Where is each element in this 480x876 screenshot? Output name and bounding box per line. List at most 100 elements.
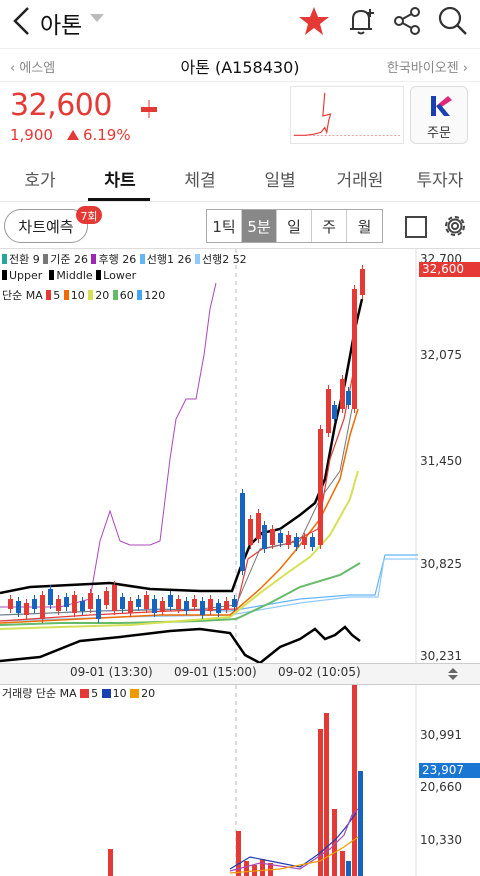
tab-daily[interactable]: 일별	[264, 171, 296, 191]
base-line	[0, 408, 353, 616]
back-icon[interactable]	[6, 4, 36, 38]
legend-item: 기준 26	[50, 253, 88, 266]
legend-item: 5	[53, 289, 61, 302]
search-icon[interactable]	[436, 4, 470, 38]
legend-item: 후행 26	[98, 253, 137, 266]
tab-trades[interactable]: 체결	[184, 171, 216, 191]
current-price: 32,600	[10, 88, 112, 123]
candle	[224, 601, 229, 609]
legend-swatch	[80, 689, 90, 698]
legend-swatch	[112, 290, 118, 300]
prev-stock-link[interactable]: ‹ 에스엠	[10, 61, 56, 76]
legend-swatch	[101, 689, 111, 698]
candle	[318, 429, 323, 545]
legend-prefix: 거래량 단순 MA	[2, 687, 77, 700]
y-tick-label: 32,075	[420, 348, 462, 362]
candle	[256, 513, 261, 539]
tab-investors[interactable]: 투자자	[416, 171, 464, 191]
period-week[interactable]: 주	[312, 210, 347, 242]
candle	[332, 405, 337, 419]
legend-swatch	[2, 270, 7, 280]
legend-item: Middle	[56, 269, 93, 282]
volume-legend: 거래량 단순 MA 5 10 20	[2, 685, 155, 701]
candle	[208, 599, 213, 611]
volume-bar	[332, 809, 337, 876]
chart-controls: 차트예측 7회 1틱 5분 일 주 월	[0, 206, 480, 246]
y-tick-label: 30,825	[420, 557, 462, 571]
x-tick-label: 09-01 (13:30)	[70, 665, 153, 679]
share-icon[interactable]	[390, 4, 424, 38]
prev-stock-label: 에스엠	[19, 61, 56, 76]
lagging-span-line	[0, 282, 217, 608]
chart-area[interactable]: 전환 9 기준 26 후행 26 선행1 26 선행2 52 Upper Mid…	[0, 248, 480, 876]
legend-swatch	[130, 689, 140, 698]
legend-item: Lower	[103, 269, 137, 282]
k-logo-icon	[431, 96, 452, 116]
current-volume-tag: 23,907	[419, 763, 480, 778]
candle	[340, 379, 345, 409]
candle	[96, 599, 101, 619]
volume-bar	[108, 849, 113, 876]
candle	[184, 601, 189, 611]
legend-swatch	[139, 254, 145, 264]
panel-divider[interactable]	[0, 663, 480, 685]
legend-item: Upper	[9, 269, 43, 282]
sparkline-chart[interactable]	[290, 86, 404, 144]
candle	[262, 525, 267, 549]
candle	[32, 599, 37, 609]
volume-bar	[244, 861, 249, 876]
top-bar: 아톤	[0, 0, 480, 44]
legend-swatch	[91, 254, 97, 264]
bell-plus-icon[interactable]	[345, 4, 379, 38]
tab-chart[interactable]: 차트	[104, 171, 136, 191]
ma10-line	[0, 408, 359, 624]
star-icon[interactable]	[297, 4, 331, 38]
ma60-line	[0, 562, 361, 626]
candle	[136, 599, 141, 607]
candle	[88, 593, 93, 609]
candle	[168, 595, 173, 607]
candle	[80, 601, 85, 611]
tab-brokers[interactable]: 거래원	[336, 171, 384, 191]
y-tick-label: 30,231	[420, 649, 462, 663]
candle	[112, 585, 117, 611]
bollinger-upper-line	[0, 298, 364, 595]
page-title[interactable]: 아톤	[40, 13, 83, 39]
period-day[interactable]: 일	[277, 210, 312, 242]
tab-hoga[interactable]: 호가	[24, 171, 56, 191]
candle	[232, 599, 237, 607]
bollinger-legend: Upper Middle Lower	[2, 269, 136, 282]
candle	[216, 603, 221, 613]
gear-icon[interactable]	[441, 212, 469, 240]
candle	[240, 493, 245, 571]
legend-item: 20	[141, 687, 156, 700]
ma-legend: 단순 MA 5 10 20 60 120	[2, 287, 165, 303]
candle	[200, 601, 205, 615]
candle	[346, 391, 351, 405]
period-5min[interactable]: 5분	[242, 210, 277, 242]
price-chart-svg	[0, 249, 418, 876]
chart-predict-button[interactable]: 차트예측	[4, 209, 88, 243]
legend-item: 5	[91, 687, 99, 700]
candle	[326, 389, 331, 433]
candle	[40, 595, 45, 619]
candle	[352, 289, 357, 409]
candle	[302, 537, 307, 545]
candle	[24, 603, 29, 615]
resize-handle-icon[interactable]	[446, 667, 460, 681]
period-month[interactable]: 월	[357, 218, 372, 236]
order-button[interactable]: 주문	[410, 86, 468, 144]
chevron-down-icon[interactable]	[90, 14, 104, 22]
x-tick-label: 09-02 (10:05)	[278, 665, 361, 679]
volume-bar	[346, 861, 351, 876]
next-stock-link[interactable]: 한국바이오젠 ›	[386, 61, 468, 76]
candle	[152, 599, 157, 613]
legend-swatch	[88, 290, 94, 300]
next-stock-label: 한국바이오젠	[386, 61, 459, 76]
volume-bar	[260, 859, 265, 876]
y-tick-label: 31,450	[420, 454, 462, 468]
chart-checkbox[interactable]	[405, 216, 427, 238]
candle	[128, 601, 133, 613]
period-tick[interactable]: 1틱	[207, 210, 242, 242]
candle	[56, 599, 61, 611]
